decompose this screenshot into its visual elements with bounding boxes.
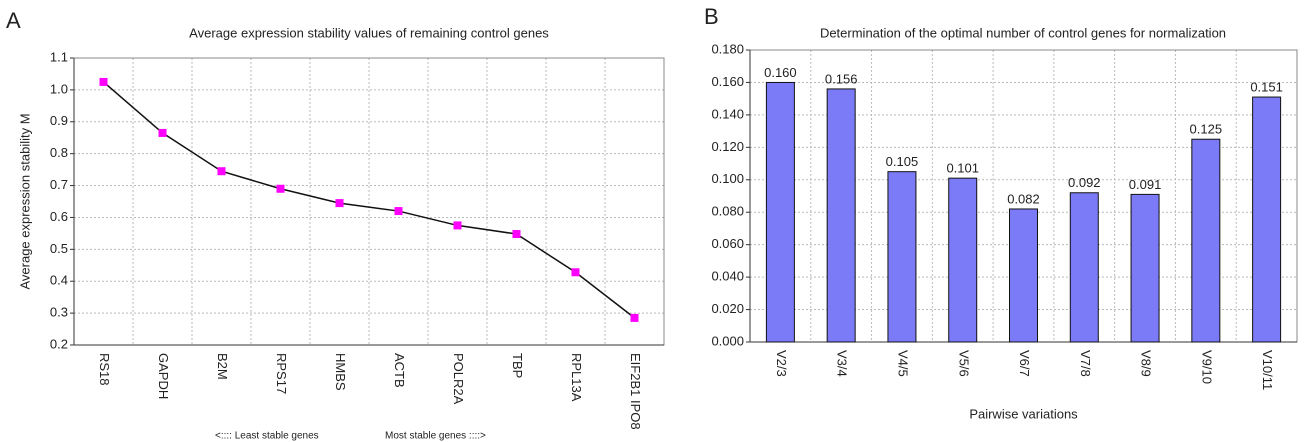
x-axis-label: Pairwise variations — [969, 406, 1078, 421]
x-tick-label: RPS17 — [274, 353, 289, 394]
y-tick-label: 1.1 — [50, 49, 68, 64]
y-tick-label: 0.4 — [50, 273, 68, 288]
y-tick-label: 0.040 — [711, 269, 744, 284]
value-label: 0.101 — [946, 161, 979, 176]
x-tick-label: B2M — [215, 353, 230, 380]
x-tick-label: V8/9 — [1139, 350, 1154, 377]
x-tick-label: V9/10 — [1199, 350, 1214, 384]
panel-label: B — [704, 4, 719, 29]
value-label: 0.125 — [1190, 122, 1223, 137]
chart-title: Determination of the optimal number of c… — [820, 25, 1226, 40]
y-tick-label: 0.060 — [711, 236, 744, 251]
value-label: 0.105 — [886, 154, 919, 169]
bar — [887, 171, 917, 343]
x-tick-label: RPL13A — [569, 353, 584, 402]
bar — [765, 81, 795, 343]
y-tick-label: 0.8 — [50, 145, 68, 160]
y-tick-label: 0.020 — [711, 301, 744, 316]
x-tick-label: V2/3 — [774, 350, 789, 377]
bar — [948, 177, 978, 343]
x-tick-label: V4/5 — [896, 350, 911, 377]
marker — [99, 77, 108, 86]
value-label: 0.091 — [1129, 177, 1162, 192]
bar — [1069, 192, 1099, 343]
panel-label: A — [6, 8, 21, 33]
x-tick-label: V5/6 — [956, 350, 971, 377]
bar — [1252, 96, 1282, 343]
y-tick-label: 0.120 — [711, 139, 744, 154]
y-tick-label: 0.3 — [50, 305, 68, 320]
x-tick-label: ACTB — [392, 353, 407, 388]
marker — [335, 199, 344, 208]
y-tick-label: 0.7 — [50, 177, 68, 192]
annotation: <:::: Least stable genes — [215, 431, 319, 442]
marker — [276, 184, 285, 193]
line — [103, 81, 635, 319]
marker — [394, 207, 403, 216]
value-label: 0.160 — [764, 65, 797, 80]
y-tick-label: 0.5 — [50, 241, 68, 256]
annotation: Most stable genes ::::> — [385, 431, 486, 442]
value-label: 0.092 — [1068, 175, 1101, 190]
plot-frame — [73, 57, 665, 346]
marker — [217, 167, 226, 176]
x-tick-label: V3/4 — [835, 350, 850, 377]
x-tick-label: EIF2B1 IPO8 — [628, 353, 643, 430]
x-tick-label: RS18 — [97, 353, 112, 386]
marker — [630, 313, 639, 322]
marker — [158, 128, 167, 137]
bar — [1130, 193, 1160, 343]
marker — [512, 230, 521, 239]
y-tick-label: 0.9 — [50, 113, 68, 128]
marker — [453, 221, 462, 230]
y-tick-label: 0.140 — [711, 106, 744, 121]
x-tick-label: GAPDH — [156, 353, 171, 399]
y-tick-label: 0.000 — [711, 333, 744, 348]
y-tick-label: 0.2 — [50, 336, 68, 351]
value-label: 0.156 — [825, 71, 858, 86]
x-tick-label: HMBS — [333, 353, 348, 391]
y-tick-label: 0.180 — [711, 41, 744, 56]
value-label: 0.082 — [1007, 191, 1040, 206]
bar — [1191, 138, 1221, 343]
chart-title: Average expression stability values of r… — [189, 25, 549, 40]
y-tick-label: 1.0 — [50, 81, 68, 96]
bar — [826, 88, 856, 343]
y-tick-label: 0.080 — [711, 204, 744, 219]
x-tick-label: V7/8 — [1078, 350, 1093, 377]
marker — [571, 268, 580, 277]
y-tick-label: 0.160 — [711, 74, 744, 89]
x-tick-label: V10/11 — [1260, 350, 1275, 390]
y-tick-label: 0.6 — [50, 209, 68, 224]
y-tick-label: 0.100 — [711, 171, 744, 186]
value-label: 0.151 — [1250, 79, 1283, 94]
x-tick-label: TBP — [510, 353, 525, 378]
x-tick-label: POLR2A — [451, 353, 466, 405]
x-tick-label: V6/7 — [1017, 350, 1032, 377]
bar — [1009, 208, 1038, 343]
y-axis-label: Average expression stability M — [17, 113, 32, 289]
